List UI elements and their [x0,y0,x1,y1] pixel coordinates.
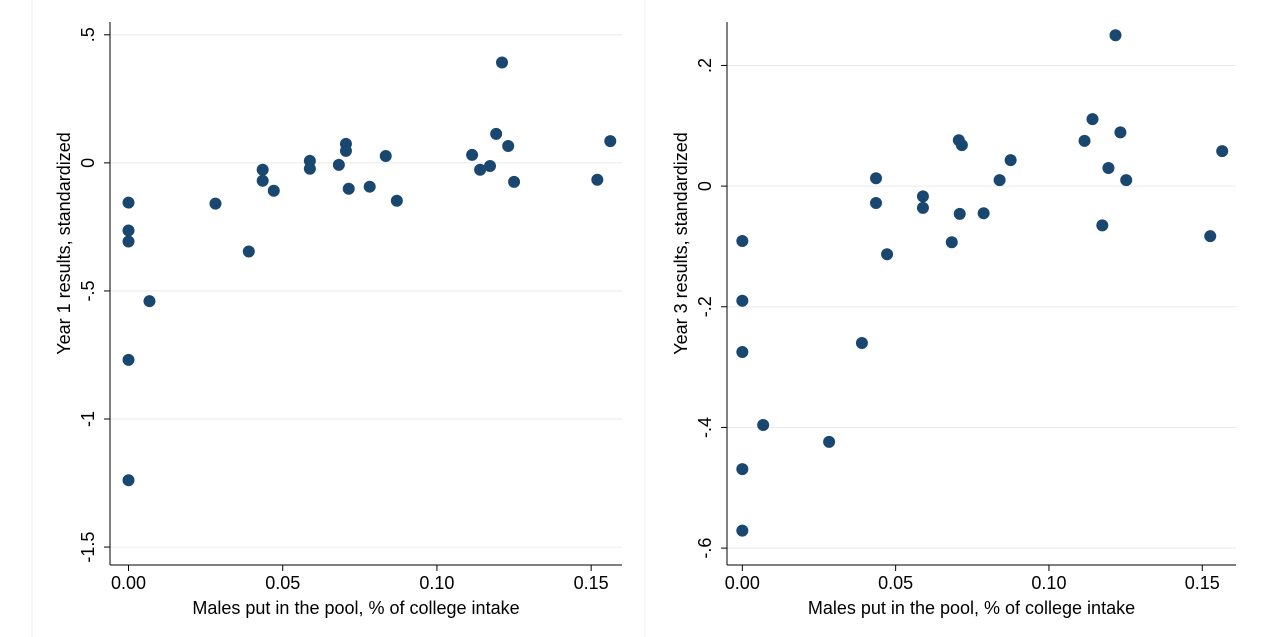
point [945,236,958,249]
point [1109,29,1122,42]
point [122,196,135,209]
point [870,197,883,209]
point [1216,145,1229,158]
y-tick-label: 0 [695,181,715,191]
point [332,158,345,171]
point [953,207,966,220]
point [466,148,479,161]
point [256,174,269,187]
y-axis-title: Year 1 results, standardized [54,132,74,354]
point [1086,113,1099,126]
point [483,159,496,172]
y-tick-label: 0 [78,158,98,168]
x-tick-label: 0.10 [419,573,454,593]
point [1004,154,1017,167]
point [508,175,521,188]
point [339,144,352,157]
y-tick-label: -1.5 [78,532,98,563]
point [122,224,135,237]
point [1204,230,1217,243]
point [955,139,968,152]
point [870,172,883,185]
point [757,419,770,432]
point [736,524,749,537]
point [916,190,929,203]
y-tick-label: -.4 [695,417,715,438]
x-tick-label: 0.05 [265,573,300,593]
point [363,180,376,193]
x-tick-label: 0.00 [725,573,760,593]
point [993,174,1006,187]
point [855,336,868,349]
point [256,163,269,176]
point [604,135,617,148]
y-axis-title: Year 3 results, standardized [671,132,691,354]
y-tick-label: .5 [78,27,98,42]
point [1120,174,1133,187]
point [736,463,749,476]
point [496,56,509,69]
point [736,235,749,248]
point [736,346,749,359]
point [490,127,503,140]
point [122,353,135,366]
x-tick-label: 0.00 [111,573,146,593]
point [1114,126,1127,139]
point [342,182,355,195]
y-tick-label: -.2 [695,296,715,317]
x-axis-title: Males put in the pool, % of college inta… [192,598,519,618]
point [823,435,836,448]
point [242,245,255,258]
point [143,295,156,308]
point [977,207,990,220]
y-tick-label: -.6 [695,538,715,559]
point [1102,162,1115,175]
point [209,197,222,210]
point [916,201,929,214]
x-tick-label: 0.10 [1031,573,1066,593]
y-tick-label: -.5 [78,280,98,301]
point [1078,134,1091,147]
x-tick-label: 0.15 [574,573,609,593]
point [122,235,135,248]
y-tick-label: .2 [695,58,715,73]
point [881,248,894,261]
point [379,149,392,162]
x-tick-label: 0.15 [1185,573,1220,593]
point [1096,219,1109,232]
point [736,294,749,307]
point [591,173,604,186]
point [502,139,515,152]
point [390,194,403,207]
point [303,162,316,175]
point [267,184,280,197]
x-axis-title: Males put in the pool, % of college inta… [808,598,1135,618]
x-tick-label: 0.05 [878,573,913,593]
point [122,474,135,487]
y-tick-label: -1 [78,411,98,427]
point [474,163,487,176]
